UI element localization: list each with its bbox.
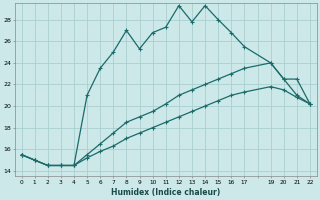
X-axis label: Humidex (Indice chaleur): Humidex (Indice chaleur)	[111, 188, 220, 197]
